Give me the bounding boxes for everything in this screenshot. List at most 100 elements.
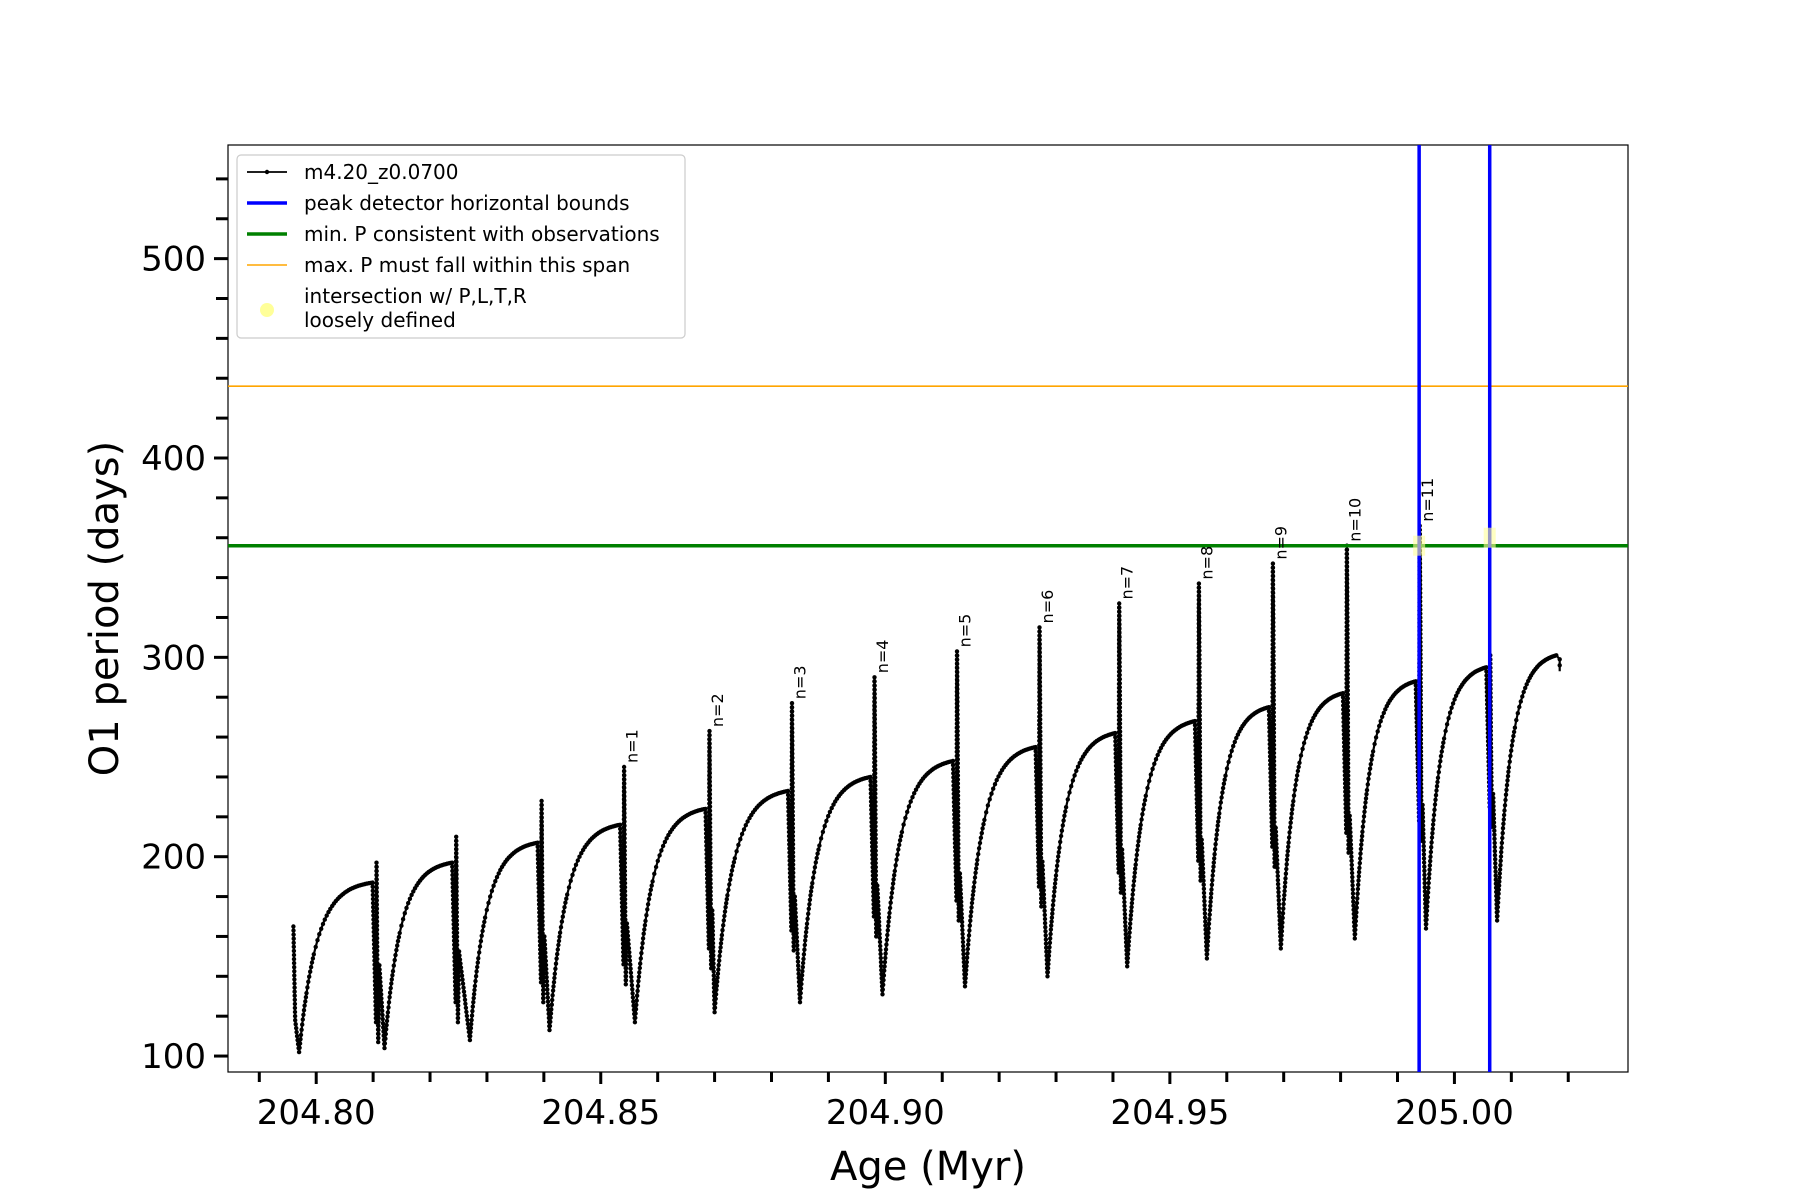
series-point <box>1047 940 1053 945</box>
series-point <box>409 892 414 898</box>
series-point <box>1275 865 1280 871</box>
series-point <box>708 861 713 866</box>
series-point <box>1349 866 1355 872</box>
series-point <box>539 828 544 833</box>
series-point <box>1491 808 1496 813</box>
series-point <box>450 885 455 890</box>
series-point <box>872 691 877 697</box>
legend-dot <box>260 303 274 317</box>
series-point <box>489 888 495 894</box>
series-point <box>622 802 627 807</box>
series-point <box>955 813 961 818</box>
series-point <box>1301 740 1307 746</box>
series-point <box>707 775 712 780</box>
series-point <box>454 863 459 869</box>
series-point <box>707 824 713 830</box>
series-point <box>708 881 713 886</box>
series-point <box>1276 885 1281 891</box>
series-point <box>324 913 329 918</box>
series-point <box>1204 956 1210 961</box>
series-point <box>454 914 459 919</box>
series-point <box>1362 805 1368 810</box>
series-point <box>636 974 642 979</box>
series-point <box>454 872 459 877</box>
series-point <box>872 738 878 743</box>
series-point <box>791 878 796 884</box>
series-point <box>544 966 549 972</box>
series-point <box>1197 669 1202 674</box>
series-point <box>1270 582 1276 587</box>
series-point <box>710 908 715 913</box>
series-point <box>1038 782 1043 787</box>
series-point <box>394 947 399 953</box>
series-point <box>374 902 379 907</box>
series-point <box>1117 693 1123 698</box>
series-point <box>397 930 402 936</box>
series-point <box>826 813 831 819</box>
series-point <box>873 848 878 853</box>
series-point <box>293 1021 298 1027</box>
series-point <box>1217 811 1222 816</box>
series-point <box>881 973 887 978</box>
pulse-label: n=7 <box>1118 566 1137 600</box>
series-point <box>1271 763 1277 768</box>
series-point <box>725 893 730 898</box>
series-point <box>649 883 654 888</box>
series-point <box>1122 915 1128 921</box>
series-point <box>1344 551 1350 557</box>
series-point <box>1491 799 1496 805</box>
series-point <box>912 791 917 796</box>
series-point <box>1140 812 1145 817</box>
series-point <box>958 887 963 892</box>
series-point <box>1345 736 1351 742</box>
series-point <box>313 944 318 950</box>
series-point <box>1198 793 1203 799</box>
series-point <box>1197 689 1202 694</box>
series-point <box>800 960 806 966</box>
series-point <box>1197 681 1202 686</box>
series-point <box>955 809 961 814</box>
series-point <box>1345 593 1350 599</box>
series-point <box>955 670 960 675</box>
series-point <box>1499 845 1504 850</box>
series-point <box>642 927 647 932</box>
series-point <box>1042 920 1048 926</box>
series-point <box>1197 677 1202 682</box>
series-point <box>707 766 712 772</box>
series-point <box>1135 843 1141 848</box>
series-point <box>1197 741 1203 746</box>
series-point <box>1271 657 1276 662</box>
series-point <box>1118 801 1123 807</box>
series-point <box>1345 708 1351 713</box>
series-point <box>1271 771 1277 776</box>
series-point <box>703 819 708 824</box>
series-point <box>1127 930 1132 935</box>
series-point <box>1272 791 1277 796</box>
series-point <box>955 785 961 790</box>
series-point <box>542 934 547 939</box>
series-point <box>1498 858 1503 863</box>
series-point <box>1192 718 1198 724</box>
series-point <box>460 977 465 982</box>
series-point <box>1271 665 1276 670</box>
series-point <box>555 947 560 952</box>
series-point <box>708 841 713 846</box>
series-point <box>710 936 716 942</box>
series-point <box>1123 923 1128 929</box>
series-point <box>710 928 715 934</box>
series-point <box>393 952 398 958</box>
series-point <box>468 1033 473 1039</box>
series-point <box>966 933 972 938</box>
series-point <box>376 1039 381 1045</box>
series-point <box>1041 896 1047 901</box>
series-point <box>622 856 627 862</box>
series-point <box>1345 623 1350 628</box>
series-point <box>1065 797 1071 802</box>
series-point <box>482 915 488 920</box>
series-point <box>1345 728 1351 734</box>
series-point <box>645 907 650 912</box>
series-point <box>711 957 716 962</box>
series-point <box>971 888 976 894</box>
series-point <box>1355 896 1360 901</box>
series-point <box>718 945 723 950</box>
